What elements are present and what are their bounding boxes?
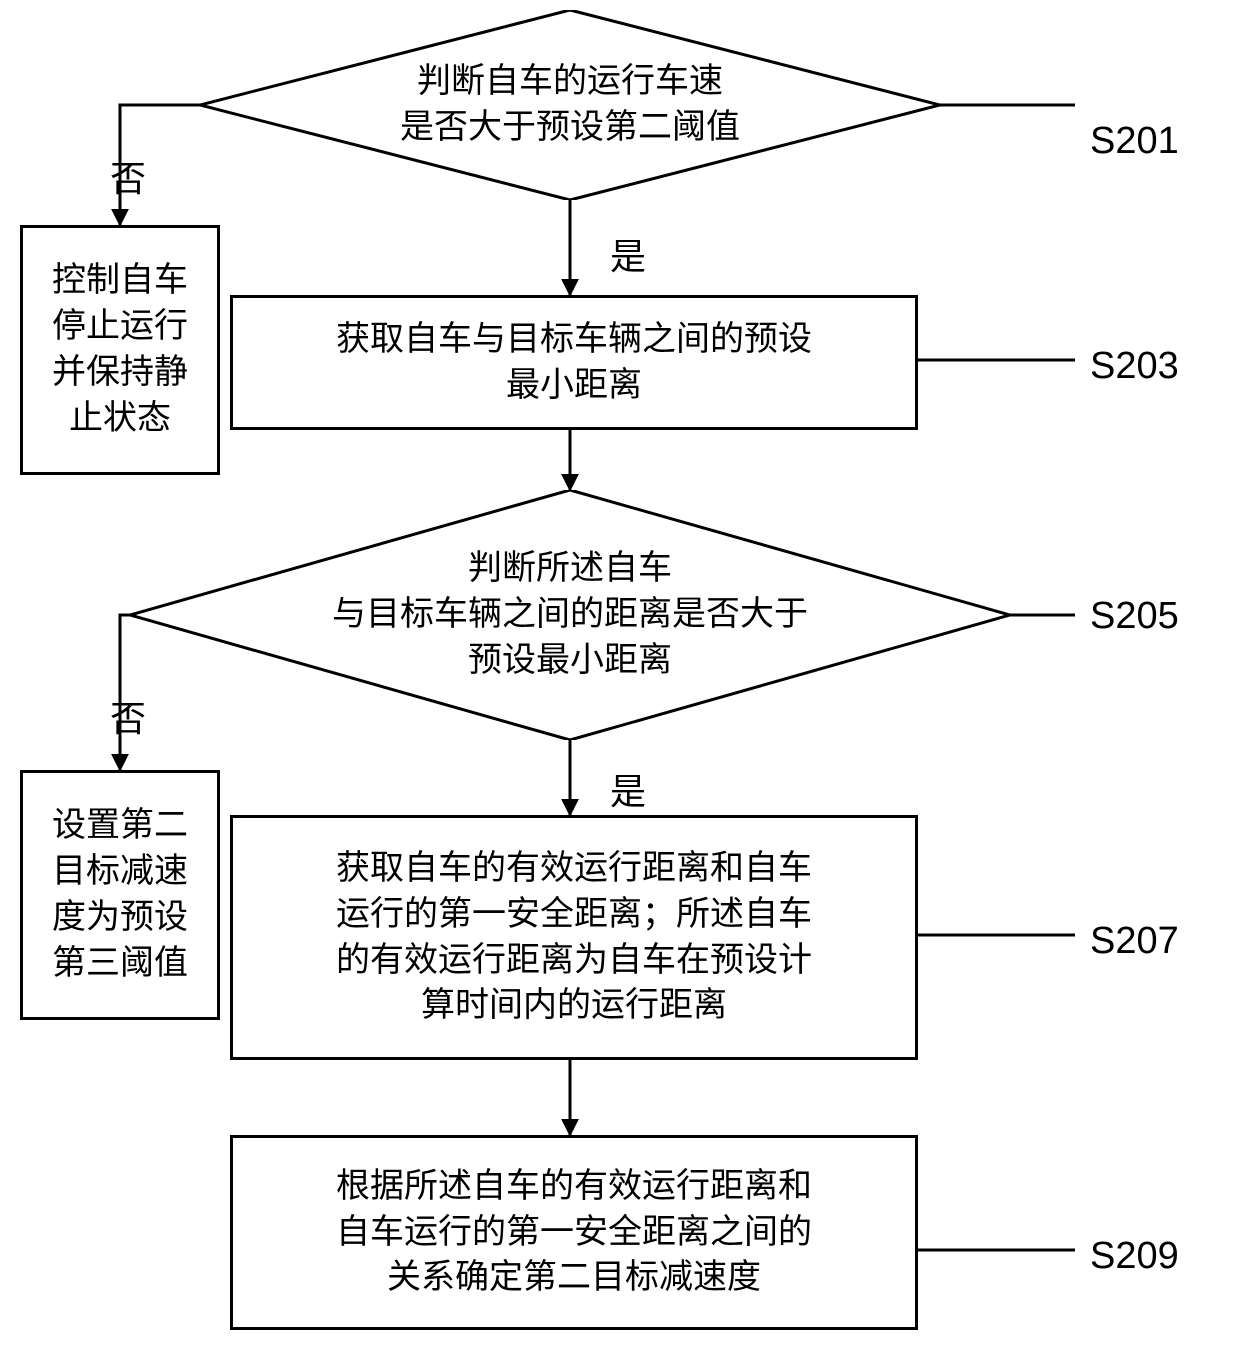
edge-label-yes1: 是	[610, 228, 646, 280]
edge-label-no2: 否	[110, 690, 146, 742]
flow-node-d2: 判断所述自车与目标车辆之间的距离是否大于预设最小距离	[130, 490, 1010, 740]
edge-label-no1: 否	[110, 150, 146, 202]
flow-node-text: 设置第二目标减速度为预设第三阈值	[52, 803, 188, 987]
flow-node-text: 判断自车的运行车速是否大于预设第二阈值	[200, 10, 940, 200]
step-label-s203: S203	[1090, 345, 1179, 388]
flow-node-r4: 根据所述自车的有效运行距离和自车运行的第一安全距离之间的关系确定第二目标减速度	[230, 1135, 918, 1330]
flow-node-r_left2: 设置第二目标减速度为预设第三阈值	[20, 770, 220, 1020]
flow-node-d1: 判断自车的运行车速是否大于预设第二阈值	[200, 10, 940, 200]
flow-node-text: 控制自车停止运行并保持静止状态	[52, 258, 188, 442]
flow-node-r2: 获取自车与目标车辆之间的预设最小距离	[230, 295, 918, 430]
edge-label-yes2: 是	[610, 763, 646, 815]
flowchart-canvas: 判断自车的运行车速是否大于预设第二阈值控制自车停止运行并保持静止状态 获取自车与目…	[0, 0, 1240, 1367]
flow-node-text: 根据所述自车的有效运行距离和自车运行的第一安全距离之间的关系确定第二目标减速度	[336, 1164, 812, 1302]
flow-node-text: 获取自车的有效运行距离和自车运行的第一安全距离；所述自车的有效运行距离为自车在预…	[336, 846, 812, 1030]
flow-node-text: 判断所述自车与目标车辆之间的距离是否大于预设最小距离	[130, 490, 1010, 740]
flow-node-r_left1: 控制自车停止运行并保持静止状态	[20, 225, 220, 475]
flow-node-r3: 获取自车的有效运行距离和自车运行的第一安全距离；所述自车的有效运行距离为自车在预…	[230, 815, 918, 1060]
flow-node-text: 获取自车与目标车辆之间的预设最小距离	[336, 317, 812, 409]
step-label-s209: S209	[1090, 1235, 1179, 1278]
step-label-s207: S207	[1090, 920, 1179, 963]
step-label-s205: S205	[1090, 595, 1179, 638]
step-label-s201: S201	[1090, 120, 1179, 163]
